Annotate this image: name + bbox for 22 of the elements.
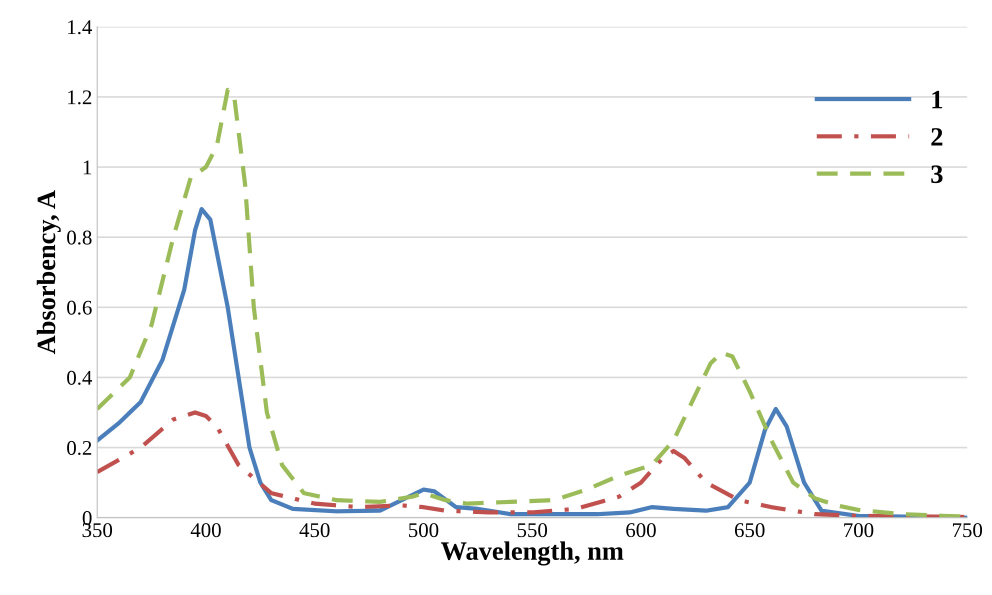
y-tick-label: 0.4 — [67, 370, 92, 385]
x-tick-label: 500 — [409, 523, 438, 538]
x-tick-label: 700 — [844, 523, 874, 538]
legend-label: 3 — [931, 165, 943, 184]
x-tick-label: 350 — [82, 523, 112, 538]
y-axis-title: Absorbency, A — [36, 190, 61, 354]
x-axis-title: Wavelength, nm — [440, 541, 624, 566]
y-tick-label: 0.2 — [67, 440, 92, 456]
x-tick-label: 750 — [952, 523, 982, 538]
x-tick-label: 450 — [299, 523, 330, 538]
y-tick-label: 0.6 — [67, 300, 92, 315]
y-tick-label: 0.8 — [67, 230, 92, 245]
y-tick-label: 1 — [84, 160, 92, 174]
x-tick-label: 600 — [626, 523, 656, 538]
y-tick-label: 1.2 — [68, 90, 92, 104]
y-tick-label: 0 — [82, 511, 92, 526]
legend-label: 2 — [931, 128, 942, 146]
legend-label: 1 — [932, 90, 942, 108]
x-tick-label: 550 — [518, 523, 548, 538]
y-tick-label: 1.4 — [68, 20, 92, 34]
x-tick-label: 400 — [190, 523, 221, 538]
x-tick-label: 650 — [734, 523, 765, 538]
